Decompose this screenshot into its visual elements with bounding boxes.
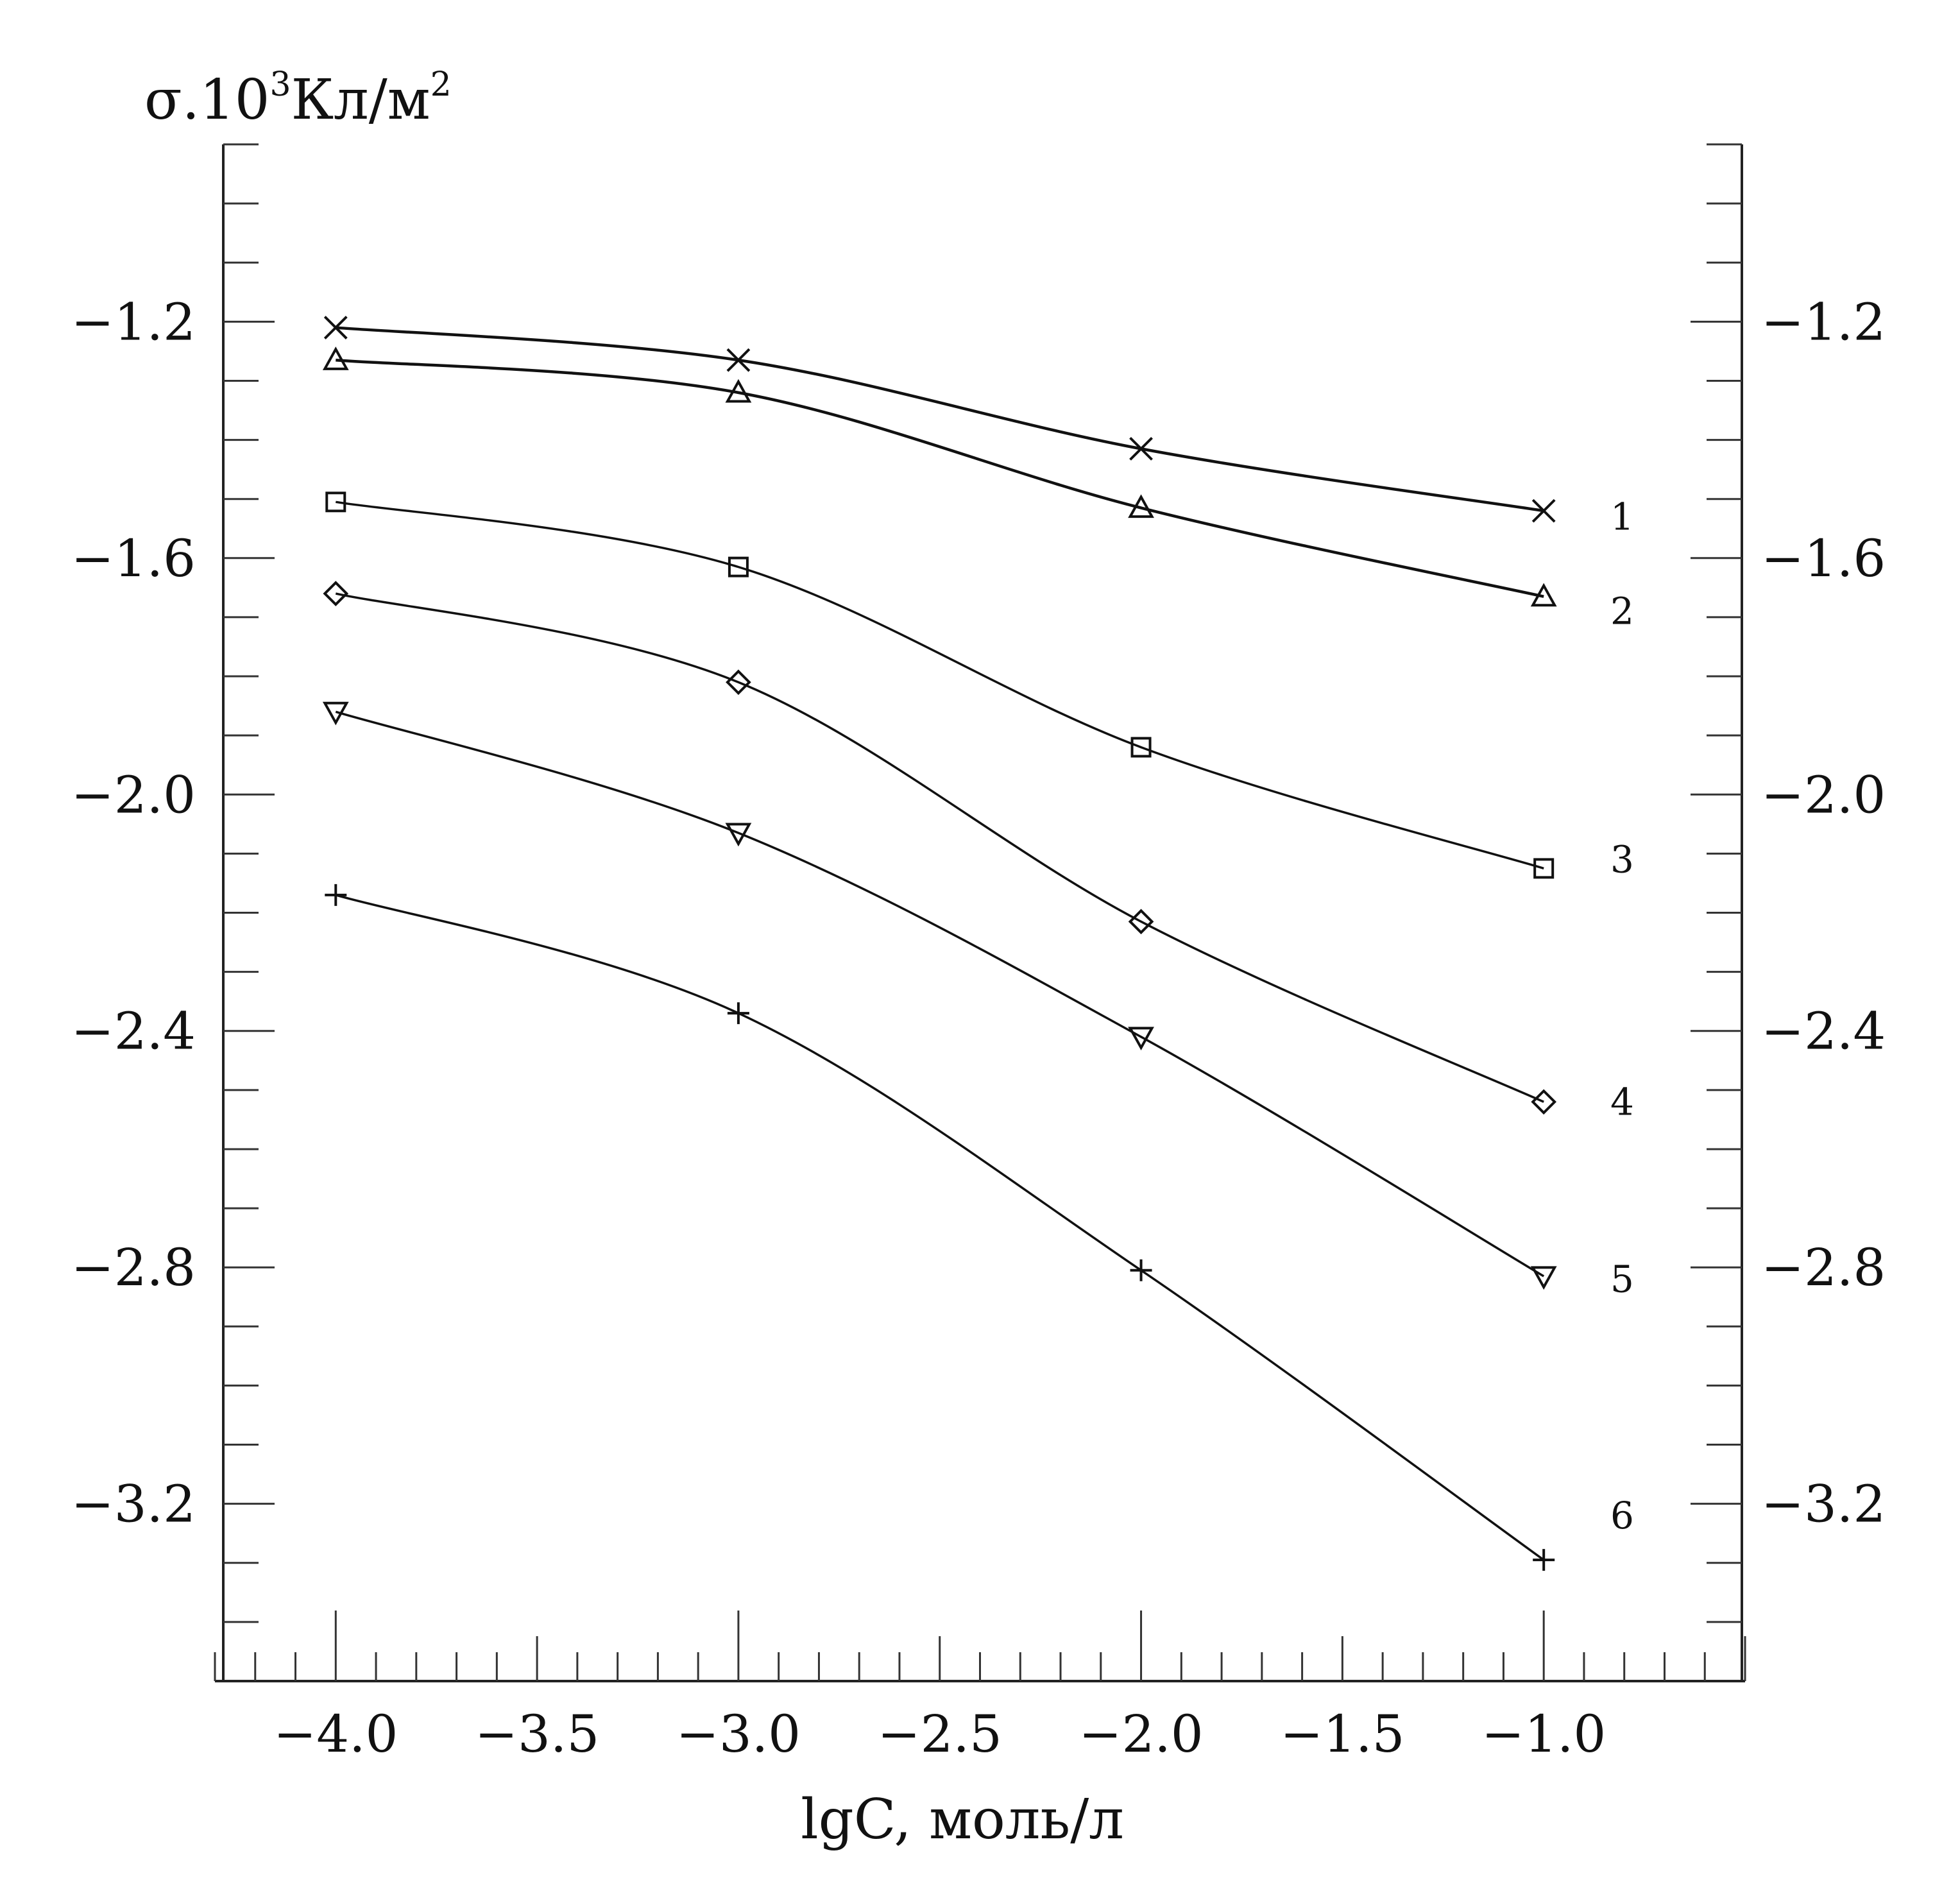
marker-plus [727, 1002, 749, 1025]
left-y-tick-label: −1.2 [71, 292, 196, 352]
series-label: 1 [1610, 495, 1634, 538]
x-tick-label: −4.0 [273, 1704, 398, 1764]
marker-square [1533, 858, 1555, 879]
x-tick-label: −2.5 [878, 1704, 1002, 1764]
right-y-tick-label: −2.4 [1761, 1002, 1886, 1061]
tick-labels: −4.0 −3.5 −3.0 −2.5 −2.0 −1.5 −1.0 −1.2 −1.6 −2.0… [71, 292, 1886, 1764]
x-tick-label: −2.0 [1078, 1704, 1203, 1764]
series-line [335, 894, 1545, 1561]
right-y-tick-label: −1.2 [1761, 292, 1886, 352]
series-line [335, 710, 1545, 1278]
marker-x [1531, 499, 1556, 523]
left-y-tick-label: −2.0 [71, 765, 196, 825]
series-line [336, 500, 1544, 870]
marker-triangle-down [322, 701, 349, 726]
marker-x [726, 348, 751, 372]
marker-square [1130, 737, 1152, 758]
marker-triangle-up [322, 346, 349, 370]
marker-diamond [323, 581, 349, 606]
right-y-tick-label: −2.0 [1761, 765, 1886, 825]
series-label: 4 [1610, 1080, 1634, 1124]
marker-plus [1533, 1549, 1555, 1571]
series-line [336, 358, 1544, 598]
left-y-tick-label: −1.6 [71, 529, 196, 588]
marker-square [728, 556, 749, 577]
right-y-tick-label: −2.8 [1761, 1238, 1886, 1297]
series-line [335, 592, 1544, 1103]
marker-x [1129, 436, 1153, 461]
series-labels: 1 2 3 4 5 6 [1610, 495, 1634, 1537]
series-line [336, 326, 1544, 513]
series-label: 3 [1610, 838, 1634, 882]
x-tick-label: −3.5 [475, 1704, 599, 1764]
marker-x [323, 316, 348, 339]
marker-diamond [1128, 909, 1154, 935]
x-tick-label: −1.5 [1280, 1704, 1404, 1764]
left-y-tick-label: −2.4 [71, 1002, 196, 1061]
x-tick-label: −1.0 [1481, 1704, 1606, 1764]
series-label: 6 [1610, 1494, 1634, 1537]
marker-triangle-down [1530, 1266, 1557, 1290]
right-y-tick-label: −1.6 [1761, 529, 1886, 588]
marker-triangle-down [1128, 1027, 1154, 1051]
series-lines [335, 326, 1545, 1561]
marker-diamond [726, 669, 751, 696]
marker-triangle-up [1128, 494, 1154, 518]
axis-ticks [214, 143, 1746, 1681]
marker-plus [325, 884, 347, 906]
plot-frame [215, 144, 1745, 1682]
right-y-tick-label: −3.2 [1761, 1474, 1886, 1534]
marker-triangle-up [1530, 583, 1557, 607]
x-tick-label: −3.0 [676, 1704, 801, 1764]
series-label: 5 [1610, 1258, 1634, 1301]
marker-diamond [1531, 1089, 1557, 1115]
series-markers [322, 316, 1557, 1571]
marker-triangle-down [725, 823, 752, 847]
marker-triangle-up [725, 379, 752, 403]
marker-plus [1130, 1259, 1152, 1281]
left-y-tick-label: −3.2 [71, 1474, 196, 1534]
left-y-tick-label: −2.8 [71, 1238, 196, 1297]
y-axis-title: σ.103Кл/м2 [144, 65, 452, 132]
series-label: 2 [1610, 590, 1634, 633]
x-axis-title: lgC, моль/л [801, 1788, 1124, 1852]
marker-square [325, 491, 346, 513]
